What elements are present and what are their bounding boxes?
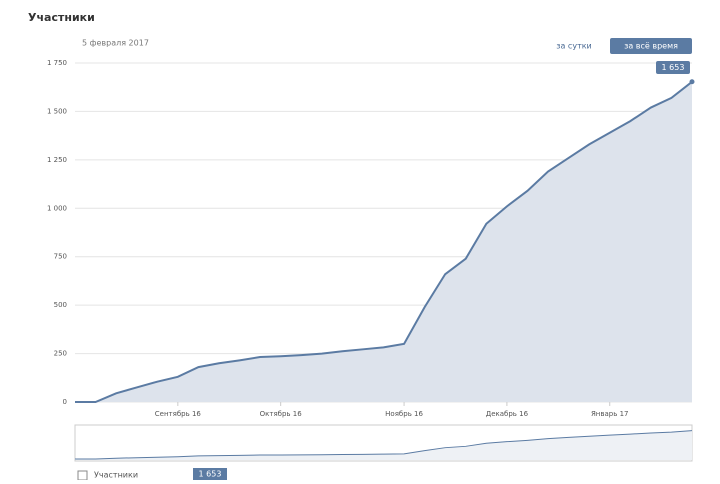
badge-value: 1 653 (199, 470, 222, 479)
x-tick-label: Сентябрь 16 (155, 410, 202, 418)
period-button-label[interactable]: за всё время (624, 42, 678, 51)
badge (193, 468, 227, 480)
y-tick-label: 1 750 (47, 59, 67, 67)
last-point (689, 79, 695, 85)
area (75, 81, 692, 402)
navigator-area (75, 430, 692, 460)
section-title: Участники (28, 11, 95, 24)
legend-label[interactable]: Участники (94, 471, 138, 480)
navigator-line (75, 430, 693, 460)
value-badge (656, 61, 690, 74)
value-badge-label: 1 653 (662, 63, 685, 72)
period-button-active[interactable] (610, 38, 692, 54)
x-tick-label: Октябрь 16 (260, 410, 303, 418)
x-tick-label: Январь 17 (591, 410, 629, 418)
y-tick-label: 1 000 (47, 204, 67, 212)
period-button[interactable]: за сутки (556, 42, 592, 51)
date-label: 5 февраля 2017 (82, 39, 149, 48)
y-tick-label: 750 (54, 253, 67, 261)
y-tick-label: 1 250 (47, 156, 67, 164)
line (75, 81, 693, 403)
y-tick-label: 0 (63, 398, 67, 406)
y-tick-label: 250 (54, 350, 67, 358)
x-tick-label: Декабрь 16 (486, 410, 529, 418)
x-tick-label: Ноябрь 16 (385, 410, 423, 418)
checkbox[interactable] (77, 470, 88, 481)
y-tick-label: 500 (54, 301, 67, 309)
y-tick-label: 1 500 (47, 107, 67, 115)
